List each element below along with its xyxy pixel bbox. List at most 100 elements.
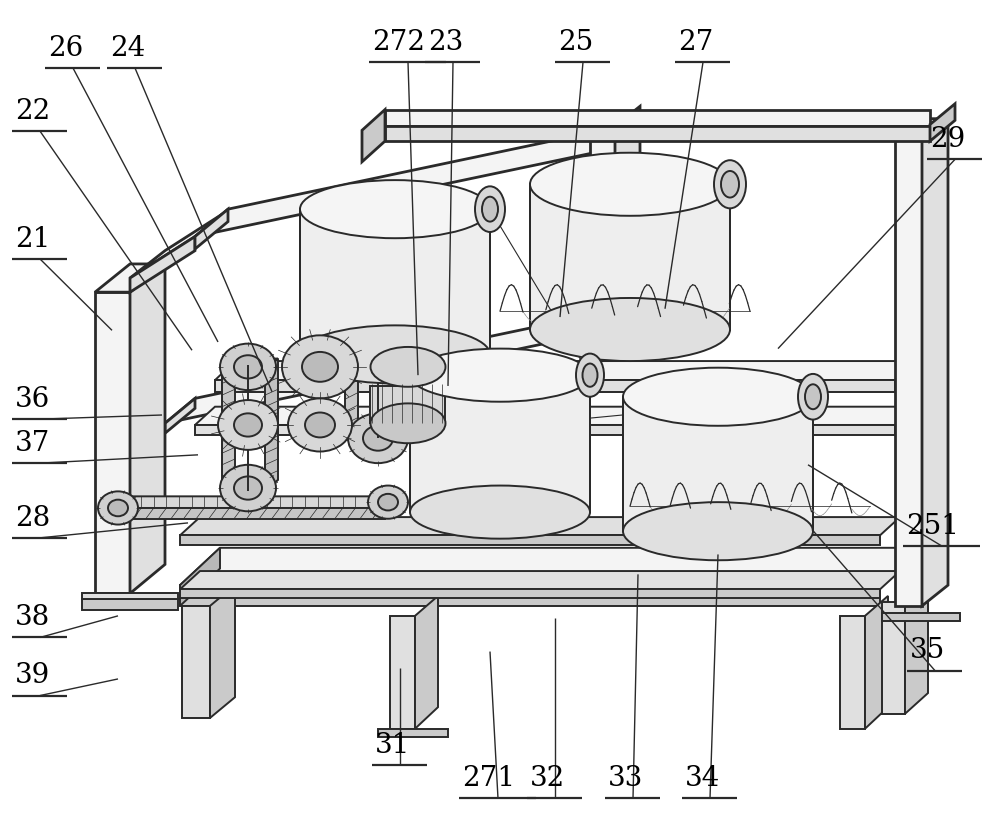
- Polygon shape: [615, 106, 640, 336]
- Polygon shape: [410, 375, 590, 512]
- Ellipse shape: [475, 187, 505, 232]
- Circle shape: [302, 352, 338, 382]
- Ellipse shape: [530, 298, 730, 361]
- Ellipse shape: [370, 403, 446, 443]
- Polygon shape: [215, 361, 915, 380]
- Polygon shape: [378, 729, 448, 737]
- Polygon shape: [222, 359, 235, 491]
- Polygon shape: [130, 237, 195, 292]
- Ellipse shape: [300, 180, 490, 238]
- Polygon shape: [130, 264, 165, 593]
- Ellipse shape: [721, 171, 739, 198]
- Text: 37: 37: [15, 430, 50, 457]
- Circle shape: [220, 344, 276, 390]
- Text: 22: 22: [15, 98, 50, 125]
- Polygon shape: [195, 407, 915, 425]
- Ellipse shape: [530, 153, 730, 216]
- Text: 21: 21: [15, 226, 50, 253]
- Circle shape: [234, 413, 262, 437]
- Circle shape: [234, 355, 262, 378]
- Ellipse shape: [623, 368, 813, 426]
- Circle shape: [348, 413, 408, 463]
- Circle shape: [220, 465, 276, 511]
- Polygon shape: [865, 596, 888, 729]
- Polygon shape: [182, 606, 210, 718]
- Polygon shape: [300, 209, 490, 354]
- Polygon shape: [345, 324, 412, 336]
- Polygon shape: [130, 209, 230, 278]
- Polygon shape: [385, 110, 930, 126]
- Text: 23: 23: [428, 29, 463, 56]
- Polygon shape: [180, 535, 880, 545]
- Polygon shape: [222, 480, 278, 491]
- Polygon shape: [95, 292, 130, 593]
- Circle shape: [234, 476, 262, 500]
- Text: 36: 36: [15, 386, 50, 413]
- Polygon shape: [105, 508, 385, 519]
- Text: 32: 32: [530, 765, 565, 793]
- Polygon shape: [210, 585, 235, 718]
- Text: 33: 33: [608, 765, 643, 793]
- Polygon shape: [195, 126, 622, 237]
- Polygon shape: [215, 380, 895, 392]
- Text: 272: 272: [372, 29, 425, 56]
- Polygon shape: [530, 184, 730, 330]
- Ellipse shape: [370, 347, 446, 387]
- Ellipse shape: [576, 354, 604, 397]
- Polygon shape: [180, 585, 880, 606]
- Polygon shape: [180, 548, 920, 585]
- Text: 25: 25: [558, 29, 593, 56]
- Polygon shape: [180, 589, 880, 598]
- Polygon shape: [922, 119, 948, 606]
- Text: 29: 29: [930, 126, 965, 154]
- Polygon shape: [415, 596, 438, 729]
- Polygon shape: [82, 599, 178, 610]
- Polygon shape: [390, 616, 415, 729]
- Polygon shape: [180, 571, 900, 589]
- Polygon shape: [895, 119, 948, 139]
- Circle shape: [368, 486, 408, 519]
- Circle shape: [363, 321, 393, 346]
- Polygon shape: [195, 209, 228, 249]
- Polygon shape: [82, 593, 178, 599]
- Circle shape: [98, 491, 138, 525]
- Text: 271: 271: [462, 765, 515, 793]
- Circle shape: [363, 426, 393, 451]
- Ellipse shape: [482, 197, 498, 222]
- Polygon shape: [930, 104, 955, 141]
- Ellipse shape: [805, 384, 821, 409]
- Text: 39: 39: [15, 662, 50, 690]
- Ellipse shape: [582, 364, 598, 387]
- Text: 251: 251: [906, 513, 959, 540]
- Circle shape: [288, 398, 352, 452]
- Polygon shape: [180, 548, 220, 606]
- Ellipse shape: [714, 160, 746, 208]
- Ellipse shape: [300, 325, 490, 383]
- Ellipse shape: [410, 349, 590, 402]
- Text: 27: 27: [678, 29, 713, 56]
- Circle shape: [108, 500, 128, 516]
- Polygon shape: [882, 613, 960, 621]
- Polygon shape: [882, 602, 905, 714]
- Polygon shape: [195, 425, 895, 435]
- Polygon shape: [385, 126, 930, 141]
- Text: 34: 34: [685, 765, 720, 793]
- Polygon shape: [840, 616, 865, 729]
- Text: 31: 31: [375, 732, 410, 759]
- Polygon shape: [222, 359, 278, 369]
- Circle shape: [348, 309, 408, 359]
- Ellipse shape: [410, 486, 590, 539]
- Text: 26: 26: [48, 35, 83, 62]
- Circle shape: [282, 335, 358, 398]
- Polygon shape: [362, 110, 385, 162]
- Text: 35: 35: [910, 637, 945, 665]
- Polygon shape: [398, 324, 412, 440]
- Text: 28: 28: [15, 505, 50, 532]
- Polygon shape: [105, 496, 398, 508]
- Polygon shape: [345, 324, 358, 440]
- Circle shape: [378, 494, 398, 510]
- Polygon shape: [590, 126, 615, 336]
- Text: 24: 24: [110, 35, 145, 62]
- Text: 38: 38: [15, 604, 50, 632]
- Circle shape: [305, 413, 335, 437]
